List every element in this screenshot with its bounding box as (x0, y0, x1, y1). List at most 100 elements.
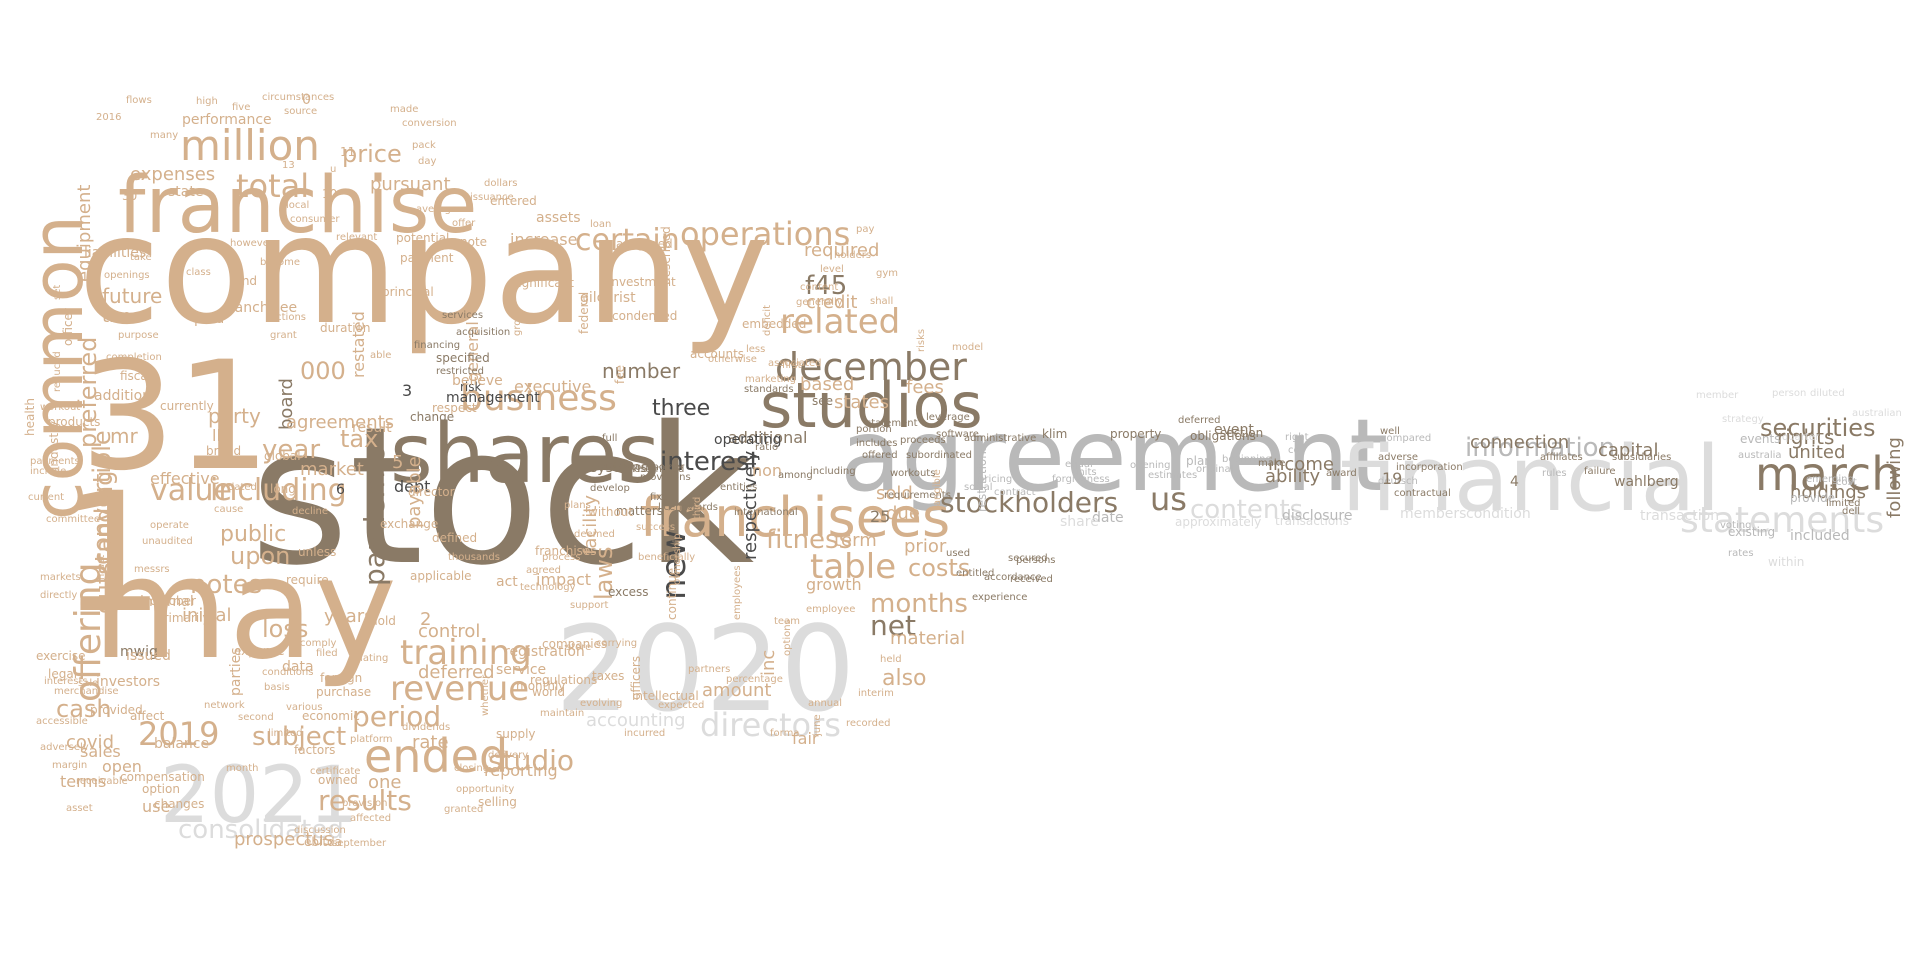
word-373: workout (40, 402, 80, 413)
word-289: voting (1720, 520, 1751, 531)
word-431: see (812, 394, 833, 408)
word-94: debt (394, 477, 430, 496)
word-210: significant (512, 276, 574, 290)
word-194: 4 (1510, 474, 1519, 490)
word-209: note (460, 235, 487, 249)
word-217: described (659, 226, 673, 285)
word-197: 3 (402, 381, 412, 400)
word-265: ratio (755, 442, 778, 453)
word-21: operations (680, 215, 850, 253)
word-436: well (1380, 426, 1400, 437)
word-287: cost (1836, 477, 1857, 488)
word-299: opening (1130, 460, 1170, 471)
word-367: directly (40, 590, 77, 601)
word-420: operate (150, 520, 189, 531)
word-102: prospectus (234, 829, 333, 850)
word-276: subsidiaries (1612, 452, 1671, 463)
word-444: certificate (310, 766, 360, 777)
word-195: 25 (870, 507, 890, 526)
word-343: june (812, 714, 823, 737)
word-379: high (196, 96, 218, 107)
word-166: owned (318, 773, 358, 787)
word-146: payable (404, 456, 425, 528)
word-355: group (512, 307, 523, 336)
word-181: property (1110, 427, 1161, 441)
word-434: interests (44, 676, 88, 687)
word-370: current (28, 492, 64, 503)
word-271: financing (414, 340, 460, 351)
word-170: ebitda (304, 835, 342, 849)
word-121: respectively (740, 450, 761, 560)
word-392: local (286, 200, 309, 211)
word-149: franchises (535, 544, 597, 558)
word-215: gilchrist (580, 290, 636, 306)
word-207: potential (396, 231, 449, 245)
word-129: disclosure (1282, 508, 1352, 524)
word-106: increase (510, 230, 577, 249)
word-68: expenses (130, 164, 215, 185)
word-205: fund (230, 274, 257, 288)
word-190: rules (1542, 468, 1567, 479)
word-410: associated (768, 358, 822, 369)
word-169: changes (154, 797, 204, 811)
word-72: equipment (74, 185, 95, 282)
word-348: employees (732, 565, 743, 620)
word-274: embedded (742, 317, 806, 331)
word-325: incurred (624, 728, 665, 739)
word-374: purpose (118, 330, 159, 341)
word-93: years (324, 606, 374, 627)
word-438: dell (1842, 506, 1860, 517)
word-73: future (102, 284, 162, 308)
word-305: comply (300, 638, 336, 649)
word-394: actions (270, 312, 306, 323)
word-56: costs (908, 554, 970, 582)
word-133: provide (1790, 491, 1835, 505)
word-104: facility (580, 495, 601, 555)
word-161: data (282, 659, 314, 675)
word-134: included (1790, 528, 1850, 544)
word-92: market (300, 459, 364, 480)
word-43: months (870, 589, 968, 619)
word-229: issued (126, 648, 171, 664)
word-116: growth (806, 575, 862, 594)
word-356: basis (264, 682, 290, 693)
word-39: 2019 (138, 715, 219, 753)
word-53: tax (340, 425, 378, 453)
word-442: able (370, 350, 391, 361)
word-336: deemed (574, 529, 615, 540)
word-322: supply (496, 727, 536, 741)
word-109: states (834, 392, 889, 413)
word-317: granted (444, 804, 483, 815)
word-441: shall (870, 296, 893, 307)
word-302: make (1258, 458, 1285, 469)
word-409: standards (744, 384, 794, 395)
word-352: level (820, 264, 844, 275)
word-398: subordinated (906, 450, 972, 461)
word-324: evolving (580, 698, 622, 709)
word-7: shares (390, 407, 660, 502)
word-199: 6 (336, 482, 345, 498)
word-391: consumer (290, 214, 340, 225)
word-17: statements (1680, 500, 1884, 541)
word-42: net (870, 609, 916, 642)
word-286: australia (1738, 450, 1782, 461)
word-357: conditions (262, 667, 313, 678)
word-245: requirements (884, 490, 951, 501)
word-252: accordance (984, 572, 1042, 583)
word-126: share (1060, 514, 1099, 530)
word-267: including (810, 466, 856, 477)
word-167: compensation (120, 770, 205, 784)
word-404: licenses (658, 502, 698, 513)
word-268: statement (866, 418, 918, 429)
word-400: includes (856, 438, 897, 449)
word-349: options (782, 619, 793, 656)
word-407: entities (720, 482, 757, 493)
word-57: also (882, 666, 927, 691)
word-328: technology (520, 582, 576, 593)
word-231: provided (90, 703, 143, 717)
word-152: 30 (122, 189, 137, 203)
word-172: taxes (592, 669, 624, 683)
word-78: preferred (74, 337, 102, 448)
word-111: prior (904, 536, 947, 557)
word-154: addition (94, 388, 151, 404)
